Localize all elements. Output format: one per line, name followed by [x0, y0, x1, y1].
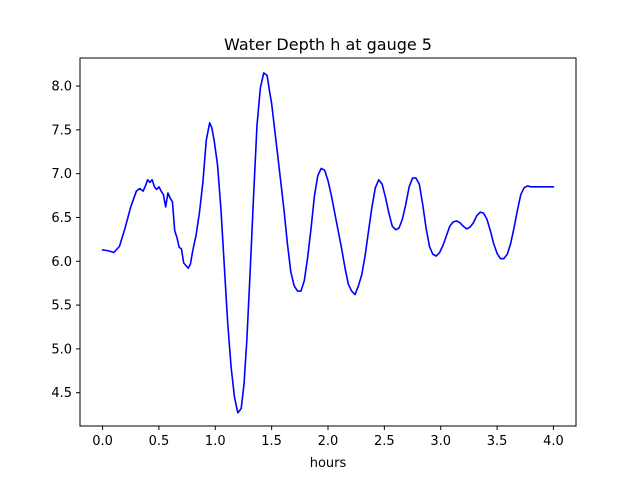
x-tick-label: 2.5 — [374, 434, 395, 449]
x-tick-label: 4.0 — [543, 434, 564, 449]
series-line-water-depth — [101, 72, 555, 414]
axes-frame — [79, 57, 577, 427]
x-tick-label: 1.5 — [261, 434, 282, 449]
y-axis: 4.5 5.0 5.5 6.0 6.5 7.0 7.5 8.0 — [51, 80, 80, 401]
plot-area — [101, 72, 555, 414]
x-axis-label: hours — [310, 456, 347, 471]
x-tick-label: 0.5 — [149, 434, 170, 449]
y-tick-label: 5.5 — [51, 299, 72, 314]
x-axis: 0.0 0.5 1.0 1.5 2.0 2.5 3.0 3.5 4.0 — [92, 426, 564, 449]
y-tick-label: 4.5 — [51, 386, 72, 401]
y-tick-label: 5.0 — [51, 342, 72, 357]
y-tick-label: 7.5 — [51, 123, 72, 138]
y-tick-label: 6.0 — [51, 255, 72, 270]
x-tick-label: 3.0 — [430, 434, 451, 449]
x-tick-label: 0.0 — [92, 434, 113, 449]
chart-title: Water Depth h at gauge 5 — [224, 35, 432, 54]
y-tick-label: 7.0 — [51, 167, 72, 182]
x-tick-label: 3.5 — [487, 434, 508, 449]
y-tick-label: 6.5 — [51, 211, 72, 226]
y-tick-label: 8.0 — [51, 80, 72, 95]
x-tick-label: 2.0 — [318, 434, 339, 449]
x-tick-label: 1.0 — [205, 434, 226, 449]
